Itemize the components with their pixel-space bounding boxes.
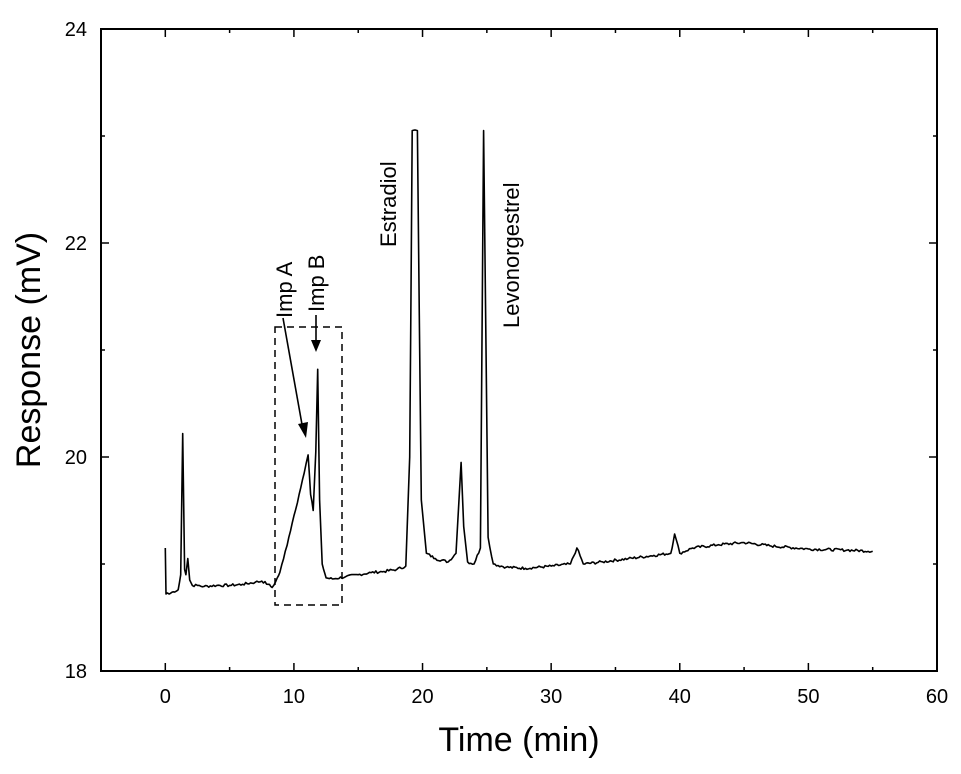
imp-a-label: Imp A bbox=[272, 261, 297, 318]
imp-b-label: Imp B bbox=[304, 255, 329, 312]
x-tick-label: 30 bbox=[540, 686, 562, 708]
x-tick-label: 20 bbox=[411, 686, 433, 708]
imp-a-arrow bbox=[282, 317, 304, 431]
y-tick-label: 22 bbox=[65, 233, 87, 255]
x-tick-label: 0 bbox=[160, 686, 171, 708]
plot-frame bbox=[100, 28, 938, 672]
x-tick-label: 40 bbox=[669, 686, 691, 708]
y-axis-ticks: 18 20 22 24 bbox=[65, 19, 937, 683]
highlight-box bbox=[274, 326, 343, 606]
x-tick-label: 10 bbox=[283, 686, 305, 708]
estradiol-label: Estradiol bbox=[376, 161, 401, 247]
y-tick-label: 18 bbox=[65, 661, 87, 683]
y-axis-title: Response (mV) bbox=[10, 232, 48, 468]
y-tick-label: 24 bbox=[65, 19, 87, 41]
x-tick-label: 50 bbox=[797, 686, 819, 708]
x-tick-label: 60 bbox=[926, 686, 948, 708]
imp-b-arrowhead bbox=[311, 340, 321, 352]
x-axis-ticks: 0 10 20 30 40 50 60 bbox=[160, 29, 948, 708]
levonorgestrel-label: Levonorgestrel bbox=[499, 182, 524, 328]
imp-a-arrowhead bbox=[298, 422, 308, 438]
x-axis-title: Time (min) bbox=[438, 721, 599, 759]
y-tick-label: 20 bbox=[65, 447, 87, 469]
chromatogram-trace bbox=[164, 129, 873, 595]
